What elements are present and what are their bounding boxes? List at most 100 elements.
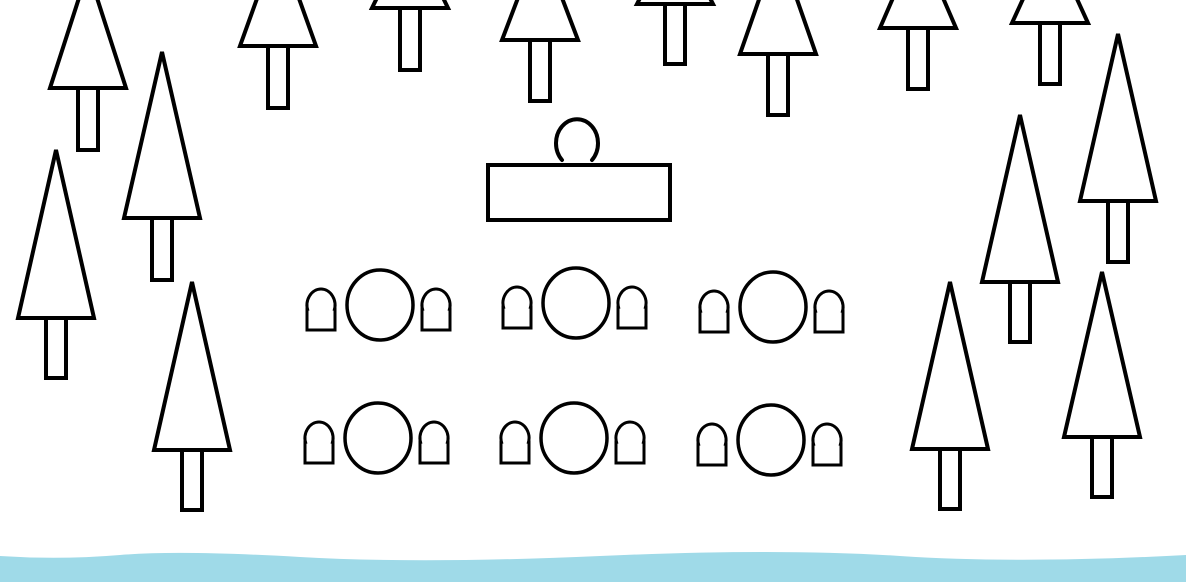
guest-table-icon [501, 266, 648, 340]
chair-back [614, 420, 646, 445]
chair-back [696, 422, 728, 447]
round-table [738, 270, 808, 344]
head-chair [554, 117, 600, 162]
chair-back [501, 285, 533, 310]
tree-crown [499, 0, 581, 42]
tree-icon [876, 0, 960, 91]
chair-back [698, 289, 730, 314]
guest-table-icon [696, 403, 843, 477]
tree-trunk [150, 216, 174, 282]
chair-icon [499, 420, 531, 465]
head-table-area [486, 117, 672, 222]
chair-icon [418, 420, 450, 465]
tree-crown [47, 0, 129, 90]
tree-crown [15, 149, 97, 320]
tree-crown [1061, 271, 1143, 439]
tree-crown [121, 51, 203, 220]
chair-icon [696, 422, 728, 467]
guest-table-icon [303, 401, 450, 475]
tree-trunk [1106, 199, 1130, 264]
chair-back [616, 285, 648, 310]
tree-icon [737, 0, 819, 117]
head-table [486, 163, 672, 222]
guest-table-icon [499, 401, 646, 475]
tree-icon [121, 51, 203, 282]
tree-trunk [1038, 21, 1062, 86]
round-table [343, 401, 413, 475]
tree-trunk [663, 2, 687, 66]
tree-crown [368, 0, 452, 10]
chair-icon [305, 287, 337, 332]
chair-seat [813, 309, 845, 334]
tree-trunk [906, 26, 930, 91]
trees-layer [15, 0, 1159, 512]
tree-crown [1008, 0, 1092, 25]
tree-crown [909, 281, 991, 451]
tree-icon [909, 281, 991, 511]
tree-icon [368, 0, 452, 72]
guest-table-icon [698, 270, 845, 344]
tree-trunk [398, 6, 422, 72]
tree-trunk [180, 448, 204, 512]
tree-icon [47, 0, 129, 152]
tree-trunk [266, 44, 290, 110]
chair-icon [420, 287, 452, 332]
chair-seat [420, 307, 452, 332]
tree-crown [633, 0, 717, 6]
chair-back [305, 287, 337, 312]
round-table [345, 268, 415, 342]
guest-table-icon [305, 268, 452, 342]
chair-back [811, 422, 843, 447]
round-table [541, 266, 611, 340]
chair-seat [811, 442, 843, 467]
tree-trunk [1008, 280, 1032, 344]
head-table-icon [486, 117, 672, 222]
chair-seat [418, 440, 450, 465]
water-strip [0, 552, 1186, 582]
tree-icon [151, 281, 233, 512]
chair-seat [696, 442, 728, 467]
tree-icon [633, 0, 717, 66]
tree-crown [737, 0, 819, 56]
chair-icon [616, 285, 648, 330]
tree-crown [151, 281, 233, 452]
round-table [539, 401, 609, 475]
chair-back [303, 420, 335, 445]
chair-back [499, 420, 531, 445]
tree-trunk [766, 52, 790, 117]
chair-icon [813, 289, 845, 334]
tree-crown [237, 0, 319, 48]
tree-trunk [528, 38, 552, 103]
chair-back [813, 289, 845, 314]
chair-seat [614, 440, 646, 465]
tree-crown [876, 0, 960, 30]
tree-icon [1077, 33, 1159, 264]
chair-icon [811, 422, 843, 467]
tree-trunk [938, 447, 962, 511]
tree-trunk [76, 86, 100, 152]
chair-icon [698, 289, 730, 334]
guest-tables-layer [303, 266, 845, 477]
tree-icon [1061, 271, 1143, 499]
chair-icon [303, 420, 335, 465]
tree-icon [979, 114, 1061, 344]
tree-trunk [44, 316, 68, 380]
tree-crown [1077, 33, 1159, 203]
tree-icon [237, 0, 319, 110]
round-table [736, 403, 806, 477]
chair-seat [303, 440, 335, 465]
tree-icon [1008, 0, 1092, 86]
chair-seat [698, 309, 730, 334]
chair-seat [501, 305, 533, 330]
chair-icon [501, 285, 533, 330]
chair-seat [499, 440, 531, 465]
tree-crown [979, 114, 1061, 284]
chair-back [420, 287, 452, 312]
tree-trunk [1090, 435, 1114, 499]
tree-icon [15, 149, 97, 380]
chair-icon [614, 420, 646, 465]
chair-back [418, 420, 450, 445]
tree-icon [499, 0, 581, 103]
